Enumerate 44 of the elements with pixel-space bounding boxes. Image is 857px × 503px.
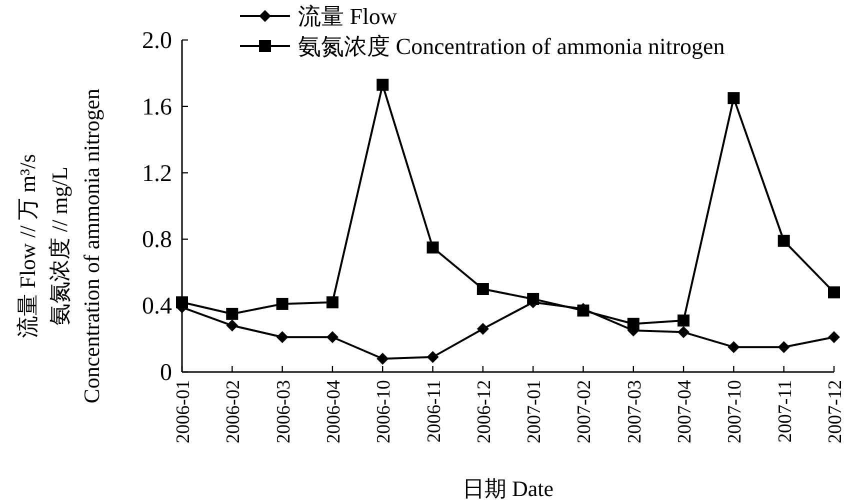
legend-label: 流量 Flow xyxy=(298,4,398,29)
x-tick-label: 2007-10 xyxy=(724,380,746,444)
x-tick-label: 2007-02 xyxy=(574,380,596,444)
point xyxy=(728,92,740,104)
point xyxy=(778,341,790,354)
point xyxy=(778,234,790,247)
point xyxy=(828,286,840,298)
y-tick-label: 1.6 xyxy=(142,94,172,120)
point xyxy=(226,320,238,332)
point xyxy=(376,78,389,91)
y-tick-label: 0.4 xyxy=(142,294,172,320)
point xyxy=(678,314,690,327)
y-tick-label: 1.2 xyxy=(142,160,172,187)
point xyxy=(276,331,288,344)
x-tick-label: 2006-10 xyxy=(374,380,395,444)
point xyxy=(476,283,489,295)
x-tick-label: 2007-01 xyxy=(524,380,546,444)
point xyxy=(426,242,439,254)
x-tick-label: 2006-04 xyxy=(323,380,344,444)
point xyxy=(326,296,338,308)
y-tick-label: 2.0 xyxy=(142,28,172,54)
point xyxy=(678,326,690,338)
x-tick-label: 2006-02 xyxy=(223,380,244,444)
point xyxy=(276,298,288,310)
y-axis-title: 流量 Flow // 万 m³/s 氨氮浓度 // mg/L Concentration of ammonia nitrogen xyxy=(15,88,104,404)
y-tick-label: 0 xyxy=(160,360,172,386)
x-tick-label: 2007-11 xyxy=(774,380,796,443)
point xyxy=(728,341,740,354)
point xyxy=(226,308,238,320)
x-tick-label: 2007-04 xyxy=(674,380,696,444)
point xyxy=(326,331,338,344)
x-tick-label: 2007-03 xyxy=(624,380,646,444)
point xyxy=(476,322,489,335)
x-axis-title: 日期 Date xyxy=(462,476,554,501)
x-tick-label: 2006-11 xyxy=(424,380,445,443)
point xyxy=(426,351,439,364)
point xyxy=(376,352,389,365)
y-tick-label: 0.8 xyxy=(142,227,172,254)
x-tick-label: 2006-12 xyxy=(474,380,495,444)
x-tick-label: 2007-12 xyxy=(825,380,846,444)
legend-label: 氨氮浓度 Concentration of ammonia nitrogen xyxy=(298,34,726,59)
x-tick-label: 2006-01 xyxy=(173,380,194,444)
x-tick-label: 2006-03 xyxy=(273,380,294,444)
point xyxy=(828,331,840,344)
